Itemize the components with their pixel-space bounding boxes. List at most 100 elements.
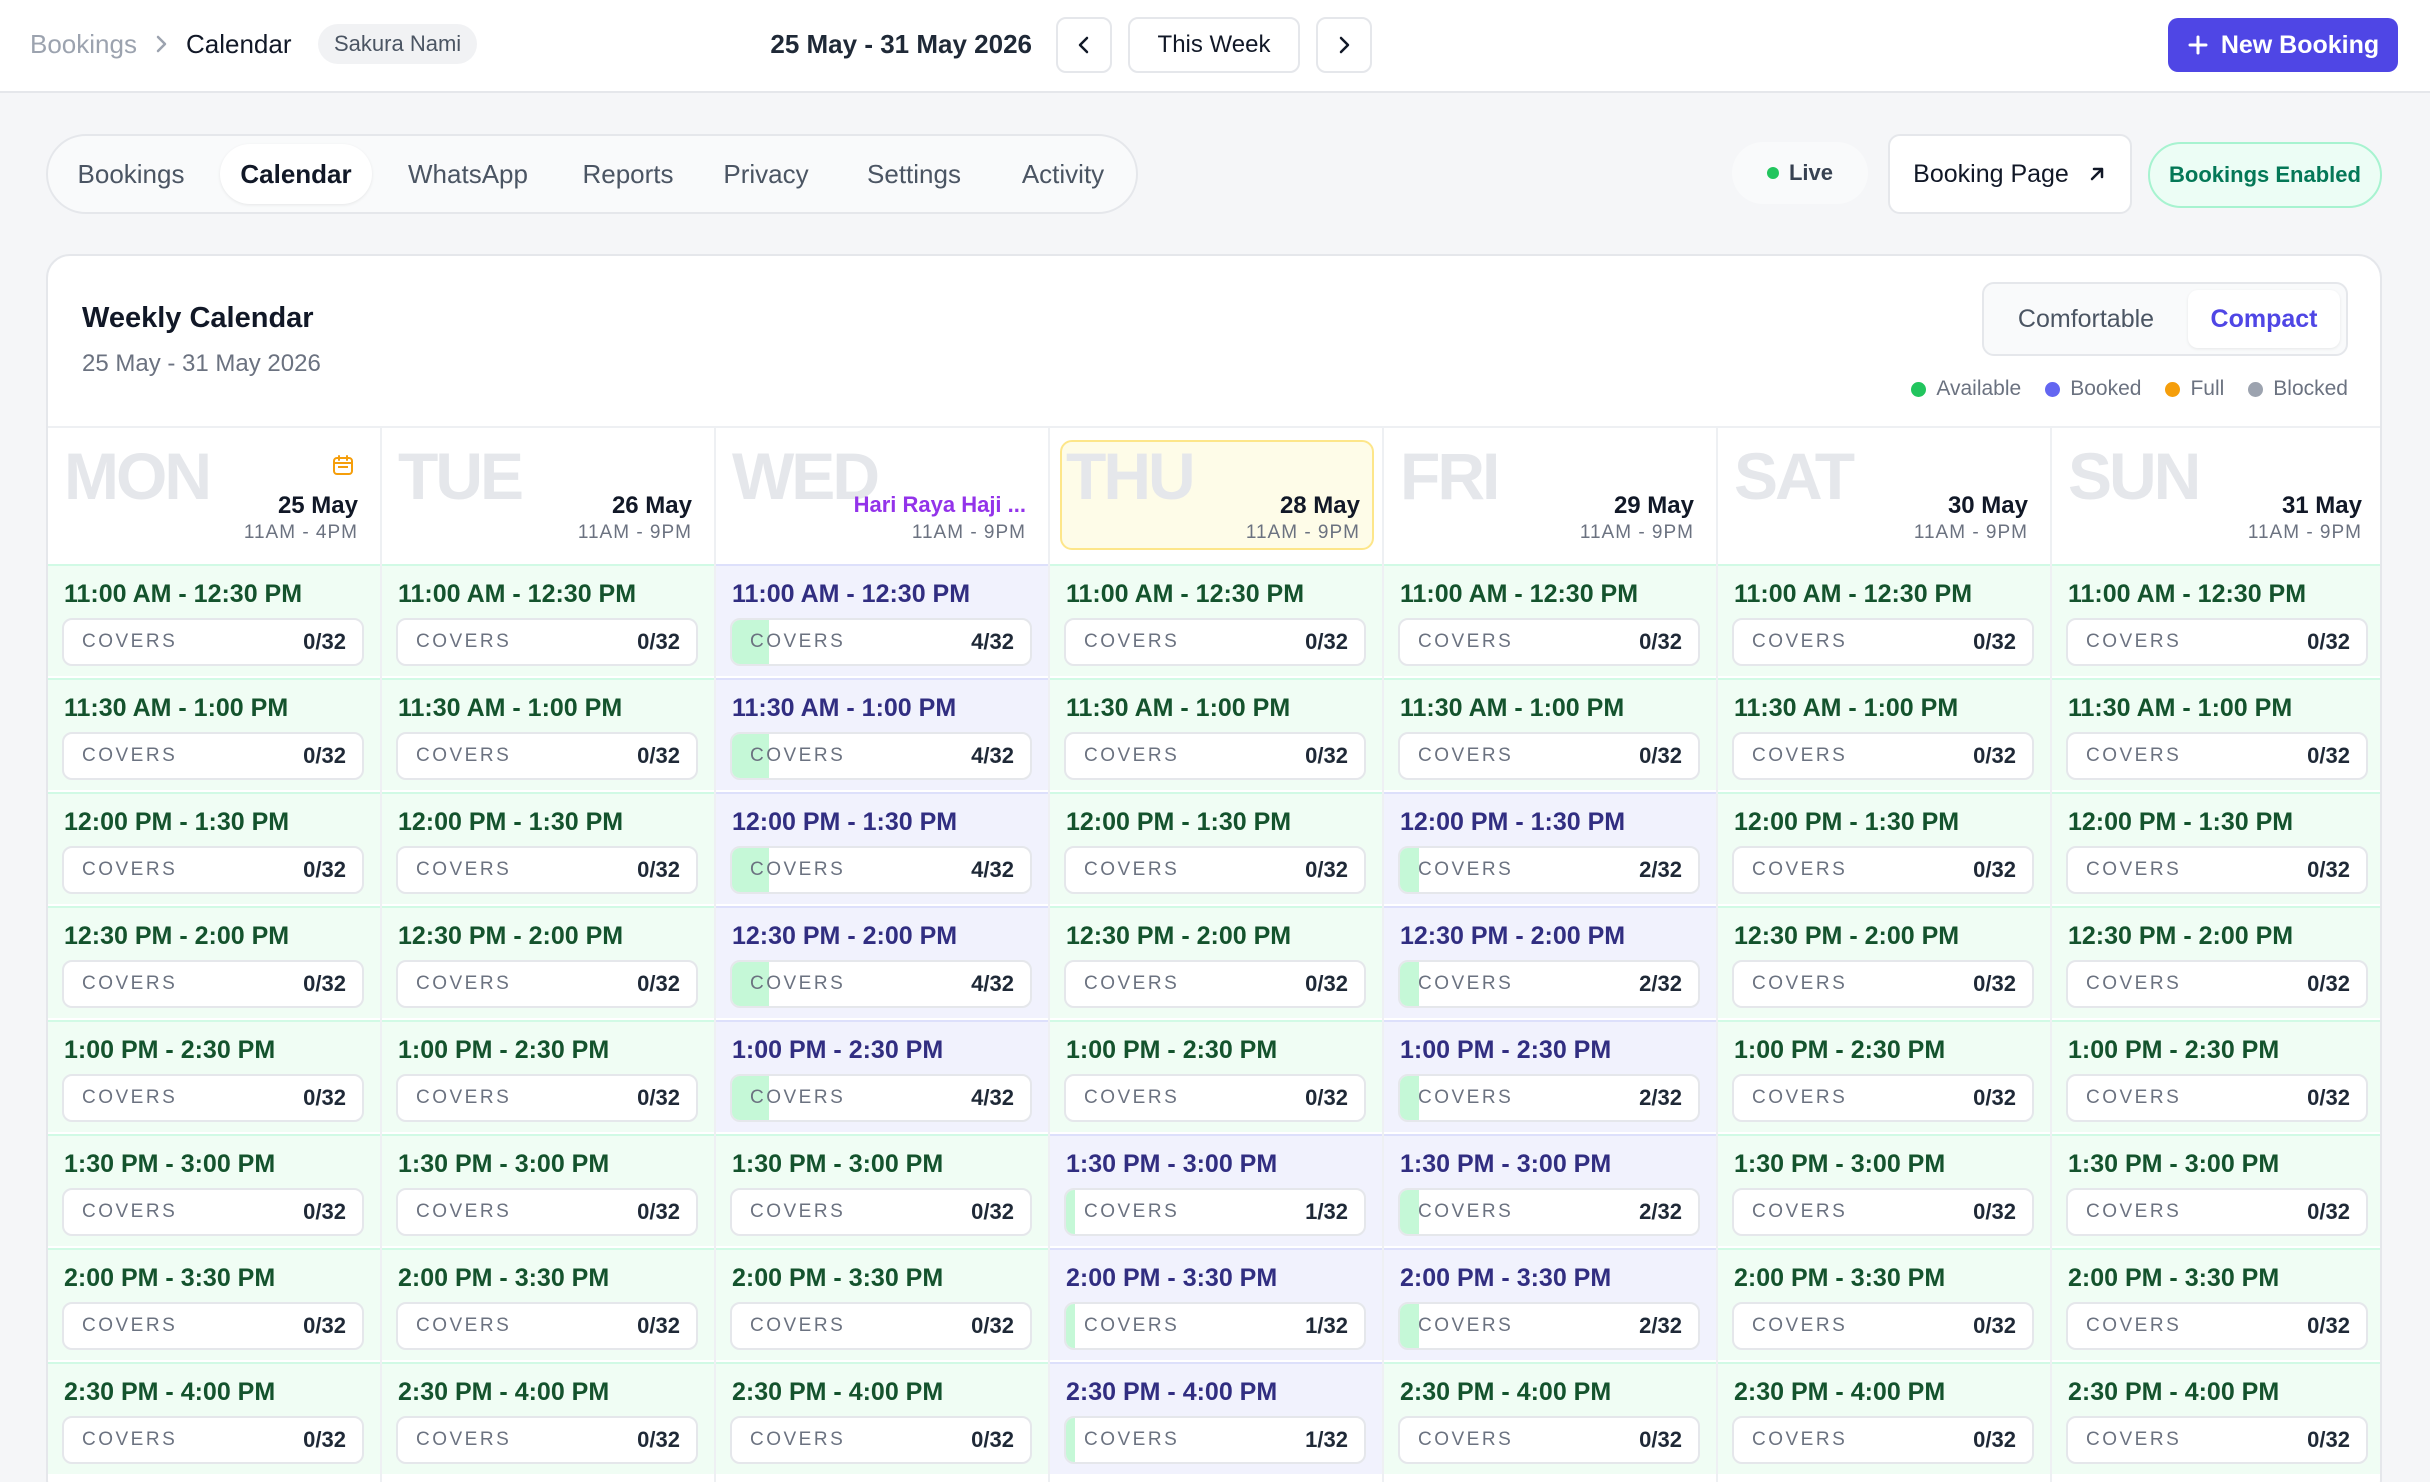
time-slot[interactable]: 1:30 PM - 3:00 PM COVERS 0/32 — [48, 1134, 380, 1246]
time-slot[interactable]: 2:00 PM - 3:30 PM COVERS 1/32 — [1050, 1248, 1382, 1360]
weekly-calendar-card: Weekly Calendar 25 May - 31 May 2026 Com… — [46, 254, 2382, 1482]
density-compact-button[interactable]: Compact — [2188, 290, 2340, 348]
new-booking-button[interactable]: New Booking — [2168, 18, 2398, 72]
time-slot[interactable]: 1:30 PM - 3:00 PM COVERS 0/32 — [382, 1134, 714, 1246]
time-slot[interactable]: 11:00 AM - 12:30 PM COVERS 0/32 — [2052, 564, 2380, 676]
time-slot[interactable]: 11:00 AM - 12:30 PM COVERS 0/32 — [1718, 564, 2050, 676]
covers-count: 0/32 — [303, 743, 346, 768]
tab-privacy[interactable]: Privacy — [723, 158, 809, 189]
time-slot[interactable]: 2:30 PM - 4:00 PM COVERS 0/32 — [1718, 1362, 2050, 1474]
time-slot[interactable]: 12:00 PM - 1:30 PM COVERS 4/32 — [716, 792, 1048, 904]
covers-label: COVERS — [1752, 859, 1848, 880]
time-slot[interactable]: 1:00 PM - 2:30 PM COVERS 0/32 — [48, 1020, 380, 1132]
breadcrumb-bookings[interactable]: Bookings — [30, 28, 137, 59]
covers-meter: COVERS 2/32 — [1398, 1074, 1700, 1122]
time-slot[interactable]: 11:30 AM - 1:00 PM COVERS 4/32 — [716, 678, 1048, 790]
day-header[interactable]: WED Hari Raya Haji ... 11AM - 9PM — [716, 428, 1048, 564]
slot-time-label: 12:00 PM - 1:30 PM — [398, 808, 624, 836]
slot-time-label: 1:30 PM - 3:00 PM — [1400, 1150, 1612, 1178]
slot-time-label: 1:30 PM - 3:00 PM — [64, 1150, 276, 1178]
time-slot[interactable]: 12:00 PM - 1:30 PM COVERS 0/32 — [1050, 792, 1382, 904]
tab-whatsapp[interactable]: WhatsApp — [408, 158, 528, 189]
time-slot[interactable]: 12:30 PM - 2:00 PM COVERS 0/32 — [1718, 906, 2050, 1018]
time-slot[interactable]: 2:00 PM - 3:30 PM COVERS 0/32 — [1718, 1248, 2050, 1360]
tab-reports[interactable]: Reports — [582, 158, 674, 189]
time-slot[interactable]: 11:00 AM - 12:30 PM COVERS 4/32 — [716, 564, 1048, 676]
time-slot[interactable]: 11:30 AM - 1:00 PM COVERS 0/32 — [1718, 678, 2050, 790]
time-slot[interactable]: 1:00 PM - 2:30 PM COVERS 2/32 — [1384, 1020, 1716, 1132]
time-slot[interactable]: 12:30 PM - 2:00 PM COVERS 0/32 — [48, 906, 380, 1018]
time-slot[interactable]: 1:30 PM - 3:00 PM COVERS 0/32 — [1718, 1134, 2050, 1246]
time-slot[interactable]: 1:30 PM - 3:00 PM COVERS 1/32 — [1050, 1134, 1382, 1246]
time-slot[interactable]: 2:00 PM - 3:30 PM COVERS 0/32 — [382, 1248, 714, 1360]
time-slot[interactable]: 12:30 PM - 2:00 PM COVERS 0/32 — [382, 906, 714, 1018]
slot-time-label: 12:00 PM - 1:30 PM — [64, 808, 290, 836]
day-header[interactable]: THU 28 May 11AM - 9PM — [1050, 428, 1382, 564]
previous-week-button[interactable] — [1056, 17, 1112, 73]
covers-meter: COVERS 0/32 — [1064, 960, 1366, 1008]
time-slot[interactable]: 1:30 PM - 3:00 PM COVERS 0/32 — [2052, 1134, 2380, 1246]
time-slot[interactable]: 12:30 PM - 2:00 PM COVERS 0/32 — [1050, 906, 1382, 1018]
time-slot[interactable]: 12:00 PM - 1:30 PM COVERS 2/32 — [1384, 792, 1716, 904]
time-slot[interactable]: 11:00 AM - 12:30 PM COVERS 0/32 — [48, 564, 380, 676]
day-header[interactable]: MON 25 May 11AM - 4PM — [48, 428, 380, 564]
tab-calendar[interactable]: Calendar — [220, 144, 372, 204]
time-slot[interactable]: 2:30 PM - 4:00 PM COVERS 0/32 — [48, 1362, 380, 1474]
time-slot[interactable]: 2:30 PM - 4:00 PM COVERS 0/32 — [716, 1362, 1048, 1474]
time-slot[interactable]: 2:30 PM - 4:00 PM COVERS 0/32 — [2052, 1362, 2380, 1474]
time-slot[interactable]: 1:30 PM - 3:00 PM COVERS 2/32 — [1384, 1134, 1716, 1246]
time-slot[interactable]: 11:30 AM - 1:00 PM COVERS 0/32 — [48, 678, 380, 790]
time-slot[interactable]: 2:00 PM - 3:30 PM COVERS 0/32 — [716, 1248, 1048, 1360]
day-header[interactable]: SAT 30 May 11AM - 9PM — [1718, 428, 2050, 564]
time-slot[interactable]: 1:30 PM - 3:00 PM COVERS 0/32 — [716, 1134, 1048, 1246]
covers-meter: COVERS 0/32 — [62, 1416, 364, 1464]
time-slot[interactable]: 12:00 PM - 1:30 PM COVERS 0/32 — [48, 792, 380, 904]
slot-time-label: 2:00 PM - 3:30 PM — [1734, 1264, 1946, 1292]
blocked-dot-icon — [2248, 381, 2264, 397]
next-week-button[interactable] — [1316, 17, 1372, 73]
time-slot[interactable]: 2:00 PM - 3:30 PM COVERS 0/32 — [2052, 1248, 2380, 1360]
time-slot[interactable]: 11:00 AM - 12:30 PM COVERS 0/32 — [382, 564, 714, 676]
time-slot[interactable]: 2:30 PM - 4:00 PM COVERS 1/32 — [1050, 1362, 1382, 1474]
time-slot[interactable]: 12:30 PM - 2:00 PM COVERS 0/32 — [2052, 906, 2380, 1018]
time-slot[interactable]: 1:00 PM - 2:30 PM COVERS 4/32 — [716, 1020, 1048, 1132]
this-week-button[interactable]: This Week — [1128, 17, 1300, 73]
time-slot[interactable]: 1:00 PM - 2:30 PM COVERS 0/32 — [1718, 1020, 2050, 1132]
bookings-enabled-toggle[interactable]: Bookings Enabled — [2148, 142, 2382, 208]
tab-activity[interactable]: Activity — [1021, 158, 1105, 189]
time-slot[interactable]: 11:30 AM - 1:00 PM COVERS 0/32 — [1384, 678, 1716, 790]
time-slot[interactable]: 12:30 PM - 2:00 PM COVERS 2/32 — [1384, 906, 1716, 1018]
time-slot[interactable]: 11:00 AM - 12:30 PM COVERS 0/32 — [1384, 564, 1716, 676]
covers-count: 2/32 — [1639, 857, 1682, 882]
time-slot[interactable]: 1:00 PM - 2:30 PM COVERS 0/32 — [2052, 1020, 2380, 1132]
covers-meter: COVERS 0/32 — [1398, 732, 1700, 780]
day-header[interactable]: TUE 26 May 11AM - 9PM — [382, 428, 714, 564]
covers-count: 0/32 — [303, 1085, 346, 1110]
time-slot[interactable]: 12:00 PM - 1:30 PM COVERS 0/32 — [1718, 792, 2050, 904]
time-slot[interactable]: 12:00 PM - 1:30 PM COVERS 0/32 — [2052, 792, 2380, 904]
time-slot[interactable]: 2:00 PM - 3:30 PM COVERS 2/32 — [1384, 1248, 1716, 1360]
time-slot[interactable]: 2:30 PM - 4:00 PM COVERS 0/32 — [1384, 1362, 1716, 1474]
day-header[interactable]: SUN 31 May 11AM - 9PM — [2052, 428, 2380, 564]
covers-count: 1/32 — [1305, 1313, 1348, 1338]
time-slot[interactable]: 12:00 PM - 1:30 PM COVERS 0/32 — [382, 792, 714, 904]
time-slot[interactable]: 2:30 PM - 4:00 PM COVERS 0/32 — [382, 1362, 714, 1474]
day-header[interactable]: FRI 29 May 11AM - 9PM — [1384, 428, 1716, 564]
time-slot[interactable]: 1:00 PM - 2:30 PM COVERS 0/32 — [1050, 1020, 1382, 1132]
covers-meter: COVERS 0/32 — [1064, 618, 1366, 666]
tab-settings[interactable]: Settings — [867, 158, 961, 189]
covers-label: COVERS — [2086, 1315, 2182, 1336]
density-comfortable-button[interactable]: Comfortable — [2017, 304, 2155, 333]
time-slot[interactable]: 1:00 PM - 2:30 PM COVERS 0/32 — [382, 1020, 714, 1132]
booking-page-button[interactable]: Booking Page — [1888, 134, 2132, 214]
time-slot[interactable]: 2:00 PM - 3:30 PM COVERS 0/32 — [48, 1248, 380, 1360]
time-slot[interactable]: 11:00 AM - 12:30 PM COVERS 0/32 — [1050, 564, 1382, 676]
time-slot[interactable]: 12:30 PM - 2:00 PM COVERS 4/32 — [716, 906, 1048, 1018]
time-slot[interactable]: 11:30 AM - 1:00 PM COVERS 0/32 — [382, 678, 714, 790]
covers-label: COVERS — [1084, 1087, 1180, 1108]
tab-bookings[interactable]: Bookings — [77, 158, 185, 189]
time-slot[interactable]: 11:30 AM - 1:00 PM COVERS 0/32 — [1050, 678, 1382, 790]
slot-time-label: 2:30 PM - 4:00 PM — [732, 1378, 944, 1406]
time-slot[interactable]: 11:30 AM - 1:00 PM COVERS 0/32 — [2052, 678, 2380, 790]
covers-fill — [1400, 1304, 1419, 1348]
